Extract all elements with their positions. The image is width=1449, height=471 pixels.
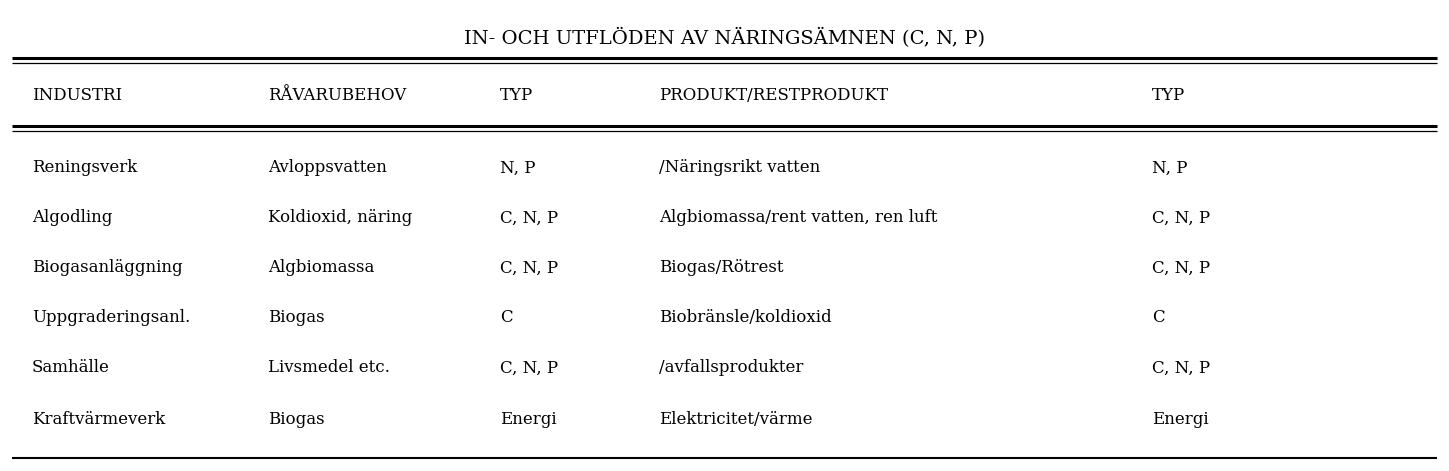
Text: Biogas: Biogas <box>268 412 325 429</box>
Text: C, N, P: C, N, P <box>500 359 558 376</box>
Text: C, N, P: C, N, P <box>500 210 558 227</box>
Text: TYP: TYP <box>1152 87 1185 104</box>
Text: Reningsverk: Reningsverk <box>32 160 138 177</box>
Text: Algodling: Algodling <box>32 210 112 227</box>
Text: N, P: N, P <box>1152 160 1187 177</box>
Text: Biogas/Rötrest: Biogas/Rötrest <box>659 260 784 276</box>
Text: Livsmedel etc.: Livsmedel etc. <box>268 359 390 376</box>
Text: C: C <box>1152 309 1165 326</box>
Text: Elektricitet/värme: Elektricitet/värme <box>659 412 813 429</box>
Text: N, P: N, P <box>500 160 535 177</box>
Text: C, N, P: C, N, P <box>1152 260 1210 276</box>
Text: Kraftvärmeverk: Kraftvärmeverk <box>32 412 165 429</box>
Text: PRODUKT/RESTPRODUKT: PRODUKT/RESTPRODUKT <box>659 87 888 104</box>
Text: C, N, P: C, N, P <box>1152 359 1210 376</box>
Text: Biogas: Biogas <box>268 309 325 326</box>
Text: C, N, P: C, N, P <box>500 260 558 276</box>
Text: C: C <box>500 309 513 326</box>
Text: INDUSTRI: INDUSTRI <box>32 87 122 104</box>
Text: C, N, P: C, N, P <box>1152 210 1210 227</box>
Text: Koldioxid, näring: Koldioxid, näring <box>268 210 413 227</box>
Text: Avloppsvatten: Avloppsvatten <box>268 160 387 177</box>
Text: Energi: Energi <box>1152 412 1208 429</box>
Text: /avfallsprodukter: /avfallsprodukter <box>659 359 804 376</box>
Text: Samhälle: Samhälle <box>32 359 110 376</box>
Text: Algbiomassa: Algbiomassa <box>268 260 374 276</box>
Text: Biogasanläggning: Biogasanläggning <box>32 260 183 276</box>
Text: Algbiomassa/rent vatten, ren luft: Algbiomassa/rent vatten, ren luft <box>659 210 938 227</box>
Text: /Näringsrikt vatten: /Näringsrikt vatten <box>659 160 820 177</box>
Text: Biobränsle/koldioxid: Biobränsle/koldioxid <box>659 309 832 326</box>
Text: RÅVARUBEHOV: RÅVARUBEHOV <box>268 87 406 104</box>
Text: Energi: Energi <box>500 412 556 429</box>
Text: IN- OCH UTFLÖDEN AV NÄRINGSÄMNEN (C, N, P): IN- OCH UTFLÖDEN AV NÄRINGSÄMNEN (C, N, … <box>464 28 985 48</box>
Text: Uppgraderingsanl.: Uppgraderingsanl. <box>32 309 190 326</box>
Text: TYP: TYP <box>500 87 533 104</box>
